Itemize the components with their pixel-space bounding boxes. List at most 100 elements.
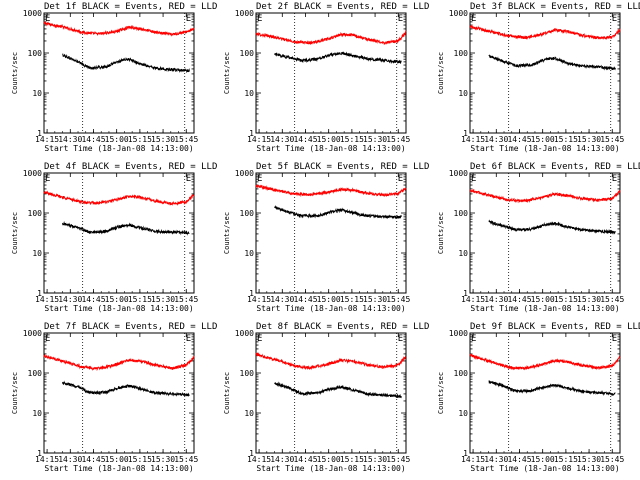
- x-tick-label: 15:00: [105, 135, 129, 144]
- x-axis-label: Start Time (18-Jan-08 14:13:00): [470, 304, 619, 313]
- x-tick-label: 14:30: [484, 135, 508, 144]
- x-axis-label: Start Time (18-Jan-08 14:13:00): [44, 464, 193, 473]
- x-tick-label: 15:45: [386, 295, 410, 304]
- marker-label-start: E: [45, 174, 50, 184]
- x-tick-label: 15:45: [174, 295, 198, 304]
- x-axis-label: Start Time (18-Jan-08 14:13:00): [44, 304, 193, 313]
- y-axis-label: Counts/sec: [223, 372, 231, 414]
- x-axis-label: Start Time (18-Jan-08 14:13:00): [470, 144, 619, 153]
- marker-label-end: E: [398, 14, 403, 24]
- x-tick-label: 15:30: [577, 135, 601, 144]
- x-tick-label: 14:15: [461, 455, 485, 464]
- y-tick-label: 1000: [235, 169, 254, 178]
- x-axis-label: Start Time (18-Jan-08 14:13:00): [256, 304, 405, 313]
- x-tick-label: 15:30: [151, 455, 175, 464]
- marker-label-end: E: [612, 14, 617, 24]
- x-tick-label: 15:45: [386, 455, 410, 464]
- lld-series-line: [469, 188, 621, 204]
- x-tick-label: 15:15: [340, 455, 364, 464]
- panel-title: Det 4f BLACK = Events, RED = LLD: [44, 162, 217, 172]
- panel-title: Det 3f BLACK = Events, RED = LLD: [470, 2, 640, 12]
- x-tick-label: 15:30: [363, 295, 387, 304]
- x-tick-label: 14:45: [507, 295, 531, 304]
- detector-panel: Det 2f BLACK = Events, RED = LLD 1 10 100 10…: [223, 2, 429, 153]
- x-tick-label: 15:00: [105, 295, 129, 304]
- y-tick-label: 1: [249, 289, 254, 298]
- lld-series-line: [469, 353, 621, 371]
- x-tick-label: 15:15: [340, 295, 364, 304]
- x-tick-label: 15:30: [151, 135, 175, 144]
- x-axis-label: Start Time (18-Jan-08 14:13:00): [256, 464, 405, 473]
- detector-panel: Det 3f BLACK = Events, RED = LLD 1 10 100 10…: [437, 2, 640, 153]
- y-tick-label: 10: [458, 89, 468, 98]
- x-tick-label: 15:45: [386, 135, 410, 144]
- lld-series-line: [255, 184, 407, 198]
- x-tick-label: 15:30: [363, 135, 387, 144]
- x-tick-label: 15:15: [128, 455, 152, 464]
- lld-series-line: [469, 23, 621, 41]
- x-axis-label: Start Time (18-Jan-08 14:13:00): [44, 144, 193, 153]
- plot-frame: [469, 332, 621, 454]
- marker-label-start: E: [471, 174, 476, 184]
- plot-frame: [43, 332, 195, 454]
- events-series-line: [62, 220, 190, 236]
- marker-label-end: E: [398, 174, 403, 184]
- x-tick-label: 15:15: [340, 135, 364, 144]
- marker-label-start: E: [45, 14, 50, 24]
- y-axis-label: Counts/sec: [223, 212, 231, 254]
- x-tick-label: 15:30: [363, 455, 387, 464]
- detector-panel: Det 8f BLACK = Events, RED = LLD 1 10 100 10…: [223, 322, 429, 473]
- x-tick-label: 15:00: [531, 135, 555, 144]
- x-tick-label: 15:15: [128, 135, 152, 144]
- events-series-line: [274, 205, 402, 220]
- y-tick-label: 100: [28, 369, 43, 378]
- x-tick-label: 15:15: [554, 295, 578, 304]
- y-tick-label: 10: [32, 249, 42, 258]
- y-tick-label: 1: [37, 129, 42, 138]
- marker-label-end: E: [612, 334, 617, 344]
- y-tick-label: 10: [458, 249, 468, 258]
- x-tick-label: 15:15: [554, 455, 578, 464]
- x-tick-label: 14:15: [461, 135, 485, 144]
- detector-panel: Det 6f BLACK = Events, RED = LLD 1 10 100 10…: [437, 162, 640, 313]
- x-tick-label: 14:15: [35, 455, 59, 464]
- plot-frame: [43, 172, 195, 294]
- y-axis-label: Counts/sec: [11, 52, 19, 94]
- events-series-line: [274, 381, 402, 399]
- x-tick-label: 14:30: [58, 295, 82, 304]
- x-tick-label: 14:45: [293, 455, 317, 464]
- marker-label-start: E: [257, 334, 262, 344]
- y-tick-label: 100: [240, 49, 255, 58]
- x-tick-label: 14:15: [35, 295, 59, 304]
- y-axis-label: Counts/sec: [11, 372, 19, 414]
- y-axis-label: Counts/sec: [437, 212, 445, 254]
- y-tick-label: 100: [240, 369, 255, 378]
- detector-panel: Det 4f BLACK = Events, RED = LLD 1 10 100 10…: [11, 162, 217, 313]
- x-tick-label: 15:45: [600, 455, 624, 464]
- y-axis-label: Counts/sec: [437, 52, 445, 94]
- panel-title: Det 8f BLACK = Events, RED = LLD: [256, 322, 429, 332]
- panel-title: Det 7f BLACK = Events, RED = LLD: [44, 322, 217, 332]
- x-tick-label: 15:30: [577, 455, 601, 464]
- y-tick-label: 1: [37, 449, 42, 458]
- x-tick-label: 14:30: [484, 295, 508, 304]
- marker-label-start: E: [471, 14, 476, 24]
- x-tick-label: 14:30: [484, 455, 508, 464]
- panel-title: Det 6f BLACK = Events, RED = LLD: [470, 162, 640, 172]
- y-tick-label: 100: [454, 369, 469, 378]
- x-tick-label: 15:30: [151, 295, 175, 304]
- x-tick-label: 14:30: [270, 455, 294, 464]
- x-tick-label: 15:30: [577, 295, 601, 304]
- plot-frame: [255, 12, 407, 134]
- y-tick-label: 100: [240, 209, 255, 218]
- panel-title: Det 9f BLACK = Events, RED = LLD: [470, 322, 640, 332]
- events-series-line: [488, 54, 616, 71]
- x-tick-label: 14:30: [270, 135, 294, 144]
- y-tick-label: 10: [244, 249, 254, 258]
- x-tick-label: 14:15: [461, 295, 485, 304]
- y-tick-label: 1000: [449, 169, 468, 178]
- x-tick-label: 15:15: [128, 295, 152, 304]
- x-tick-label: 15:45: [600, 295, 624, 304]
- events-series-line: [488, 379, 616, 397]
